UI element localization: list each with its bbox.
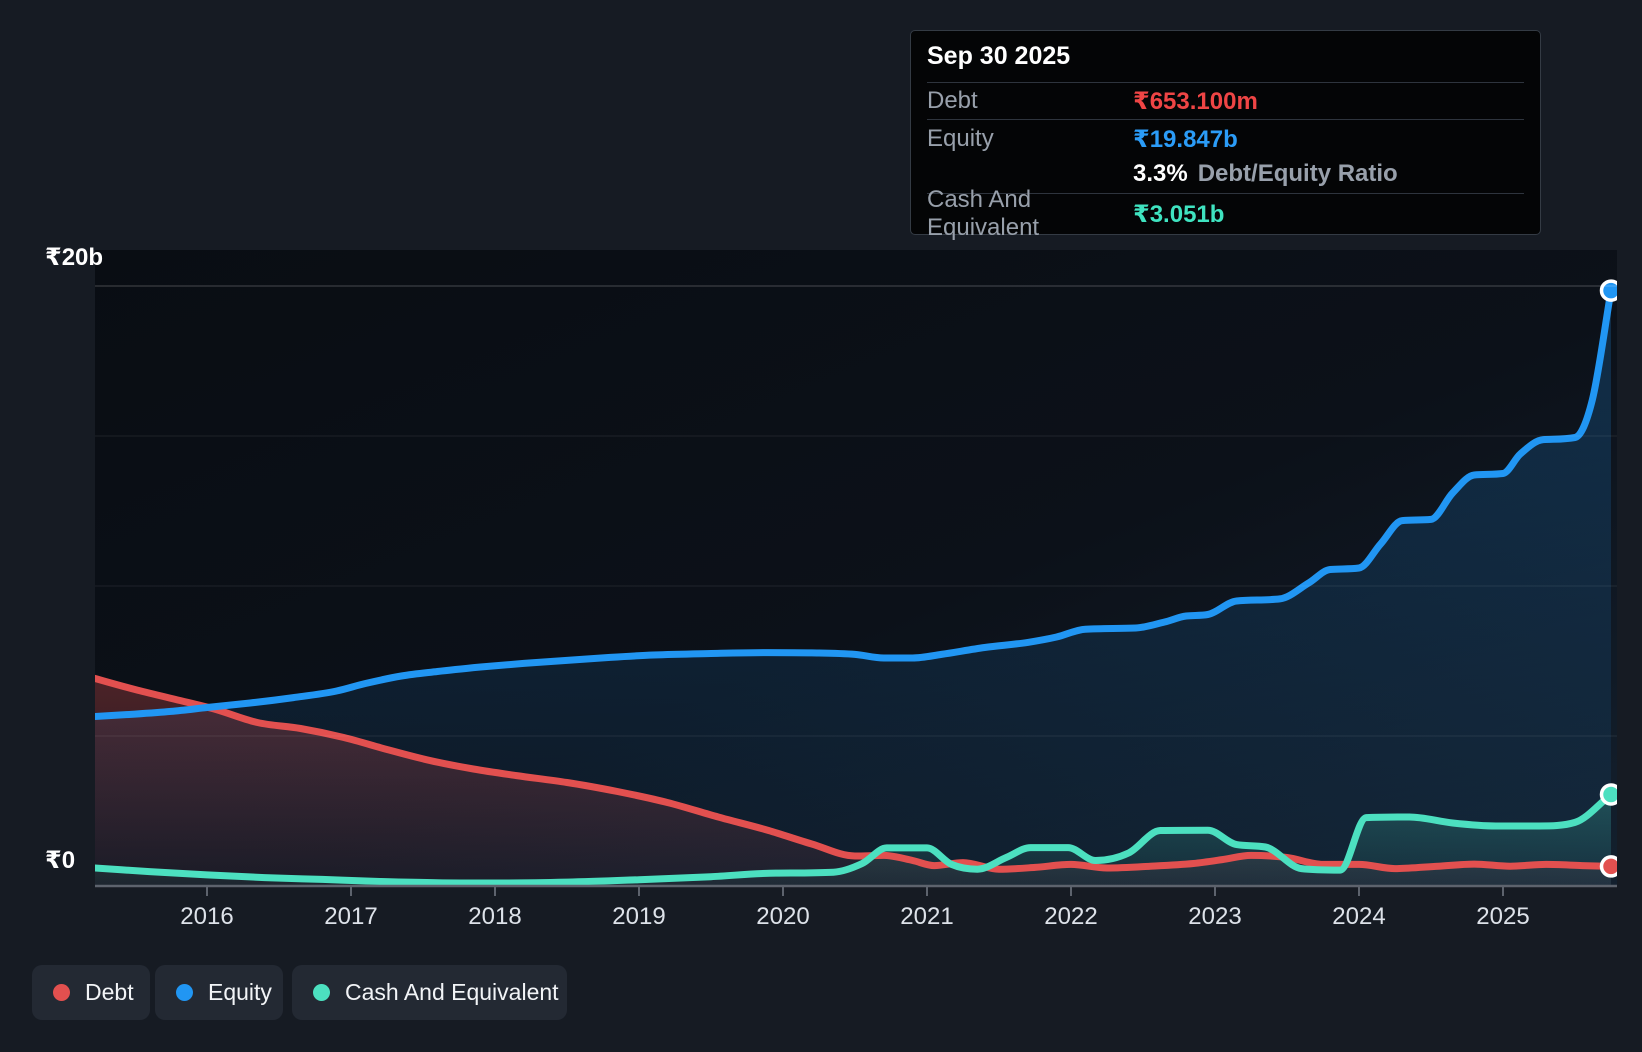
legend-cash-label: Cash And Equivalent <box>345 979 559 1005</box>
legend: Debt Equity Cash And Equivalent <box>0 965 1642 1021</box>
debt-line <box>95 674 1615 873</box>
x-axis-label-2025: 2025 <box>1476 903 1529 930</box>
x-axis-label-2019: 2019 <box>612 903 665 930</box>
equity-dot-icon <box>176 984 193 1001</box>
tooltip-row-debt: Debt ₹653.100m <box>927 83 1524 120</box>
tooltip-debt-label: Debt <box>927 87 978 114</box>
debt-area <box>95 678 1611 886</box>
legend-item-debt[interactable]: Debt <box>32 965 150 1020</box>
tooltip: Sep 30 2025 Debt ₹653.100m Equity ₹19.84… <box>910 30 1541 241</box>
tooltip-debt-value: ₹653.100m <box>1133 87 1258 115</box>
legend-item-equity[interactable]: Equity <box>155 965 283 1020</box>
tooltip-date: Sep 30 2025 <box>927 31 1524 83</box>
cash-and-equivalent-area <box>95 794 1611 886</box>
tooltip-ratio-label: Debt/Equity Ratio <box>1197 159 1398 187</box>
debt-endpoint-marker <box>1599 855 1617 878</box>
x-axis-label-2017: 2017 <box>324 903 377 930</box>
equity-line <box>95 287 1615 720</box>
tooltip-equity-label: Equity <box>927 125 994 152</box>
legend-equity-label: Equity <box>208 979 272 1005</box>
tooltip-cash-label: Cash And Equivalent <box>927 186 1040 241</box>
tooltip-row-ratio: 3.3% Debt/Equity Ratio <box>927 156 1524 194</box>
tooltip-cash-value: ₹3.051b <box>1133 200 1225 228</box>
tooltip-row-equity: Equity ₹19.847b <box>927 120 1524 156</box>
legend-item-cash[interactable]: Cash And Equivalent <box>292 965 567 1020</box>
tooltip-equity-value: ₹19.847b <box>1133 125 1238 153</box>
y-axis-label-zero: ₹0 <box>45 847 76 874</box>
x-axis-label-2016: 2016 <box>180 903 233 930</box>
x-axis-label-2018: 2018 <box>468 903 521 930</box>
cash-and-equivalent-line <box>95 791 1615 886</box>
tooltip-ratio-value: 3.3% <box>1133 159 1188 187</box>
cash-and-equivalent-endpoint-marker <box>1599 783 1617 806</box>
equity-area <box>95 290 1611 886</box>
x-axis-label-2022: 2022 <box>1044 903 1097 930</box>
y-axis-label-20b: ₹20b <box>45 244 104 271</box>
x-axis-label-2020: 2020 <box>756 903 809 930</box>
x-axis-label-2024: 2024 <box>1332 903 1385 930</box>
cash-dot-icon <box>313 984 330 1001</box>
tooltip-row-cash: Cash And Equivalent ₹3.051b <box>927 186 1524 241</box>
equity-endpoint-marker <box>1599 279 1617 302</box>
x-axis-label-2021: 2021 <box>900 903 953 930</box>
x-axis-label-2023: 2023 <box>1188 903 1241 930</box>
legend-debt-label: Debt <box>85 979 134 1005</box>
debt-dot-icon <box>53 984 70 1001</box>
